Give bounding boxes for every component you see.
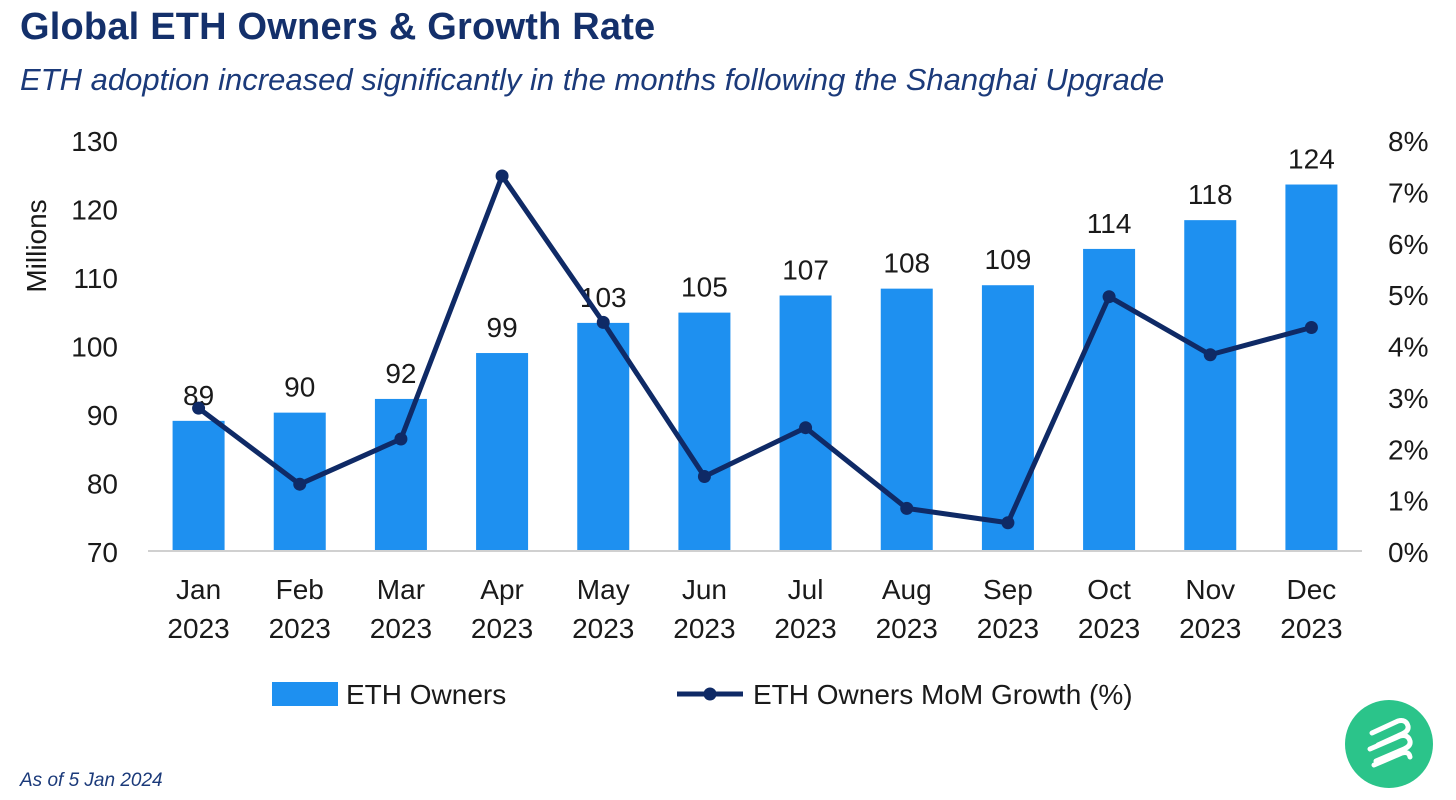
x-tick-label: Sep	[983, 574, 1033, 605]
y-tick-label: 100	[71, 332, 118, 363]
chart-title: Global ETH Owners & Growth Rate	[20, 6, 656, 48]
legend-bar-swatch	[272, 682, 338, 706]
y2-tick-label: 8%	[1388, 126, 1428, 157]
bar-value-label: 90	[284, 372, 315, 403]
y2-tick-label: 4%	[1388, 332, 1428, 363]
growth-point	[394, 432, 408, 446]
y2-tick-label: 0%	[1388, 537, 1428, 568]
growth-point	[495, 169, 509, 183]
bar-value-label: 118	[1188, 179, 1233, 210]
x-tick-label: 2023	[471, 613, 533, 644]
x-tick-label: 2023	[572, 613, 634, 644]
y-tick-label: 90	[87, 400, 118, 431]
x-tick-label: 2023	[269, 613, 331, 644]
x-tick-label: Aug	[882, 574, 932, 605]
chart-plot: 70 80 90 100 110 120 130 0% 1% 2% 3% 4% 5% 6% 7% 8% Mill…	[21, 126, 1428, 710]
x-tick-label: Jul	[788, 574, 824, 605]
growth-point	[799, 421, 813, 435]
x-tick-label: Mar	[377, 574, 425, 605]
x-tick-label: 2023	[673, 613, 735, 644]
x-tick-label: 2023	[876, 613, 938, 644]
x-tick-label: Oct	[1087, 574, 1131, 605]
y2-tick-label: 2%	[1388, 434, 1428, 465]
y2-tick-label: 5%	[1388, 280, 1428, 311]
x-tick-label: 2023	[1280, 613, 1342, 644]
growth-point	[293, 477, 307, 491]
x-tick-label: 2023	[1078, 613, 1140, 644]
bar	[374, 398, 427, 551]
y-tick-label: 70	[87, 537, 118, 568]
x-tick-label: Dec	[1287, 574, 1337, 605]
y-axis-label: Millions	[21, 199, 52, 292]
x-tick-label: 2023	[370, 613, 432, 644]
bar	[1285, 184, 1338, 551]
bar	[476, 353, 529, 551]
bar-value-label: 108	[883, 248, 930, 279]
y2-tick-label: 1%	[1388, 486, 1428, 517]
bar-value-label: 92	[385, 358, 416, 389]
x-tick-label: Nov	[1185, 574, 1235, 605]
y-tick-label: 110	[73, 263, 118, 294]
y2-tick-label: 3%	[1388, 383, 1428, 414]
x-tick-label: Apr	[480, 574, 524, 605]
x-tick-label: Jun	[682, 574, 727, 605]
growth-line	[197, 173, 1313, 526]
x-tick-label: 2023	[1179, 613, 1241, 644]
bar-value-label: 105	[681, 272, 728, 303]
x-tick-label: Feb	[276, 574, 324, 605]
growth-point	[1102, 290, 1116, 304]
legend-line-marker	[703, 687, 717, 701]
bar	[577, 322, 630, 551]
y-tick-label: 80	[87, 469, 118, 500]
x-tick-label: Jan	[176, 574, 221, 605]
bar-value-label: 107	[782, 254, 829, 285]
bar-value-label: 109	[985, 244, 1032, 275]
x-tick-label: 2023	[977, 613, 1039, 644]
x-tick-label: May	[577, 574, 630, 605]
bar-value-label: 124	[1288, 144, 1335, 175]
footnote: As of 5 Jan 2024	[20, 770, 163, 791]
y-tick-label: 130	[71, 126, 118, 157]
legend-bar-label: ETH Owners	[346, 679, 506, 710]
y2-tick-label: 7%	[1388, 177, 1428, 208]
growth-point	[1203, 348, 1217, 362]
growth-point	[1304, 321, 1318, 335]
y2-tick-label: 6%	[1388, 229, 1428, 260]
growth-point	[900, 501, 914, 515]
bar	[678, 312, 731, 551]
growth-point	[596, 315, 610, 329]
growth-point	[192, 401, 206, 415]
legend-line-label: ETH Owners MoM Growth (%)	[753, 679, 1133, 710]
growth-point	[1001, 516, 1015, 530]
chart-subtitle: ETH adoption increased significantly in …	[20, 62, 1165, 97]
growth-point	[697, 470, 711, 484]
bar	[1184, 220, 1237, 551]
x-tick-label: 2023	[774, 613, 836, 644]
x-tick-label: 2023	[167, 613, 229, 644]
y-tick-label: 120	[71, 195, 118, 226]
bar-value-label: 114	[1087, 208, 1132, 239]
bar-value-label: 99	[487, 312, 518, 343]
bar	[981, 285, 1034, 551]
bar	[172, 420, 225, 551]
brand-logo-icon	[1345, 700, 1433, 788]
